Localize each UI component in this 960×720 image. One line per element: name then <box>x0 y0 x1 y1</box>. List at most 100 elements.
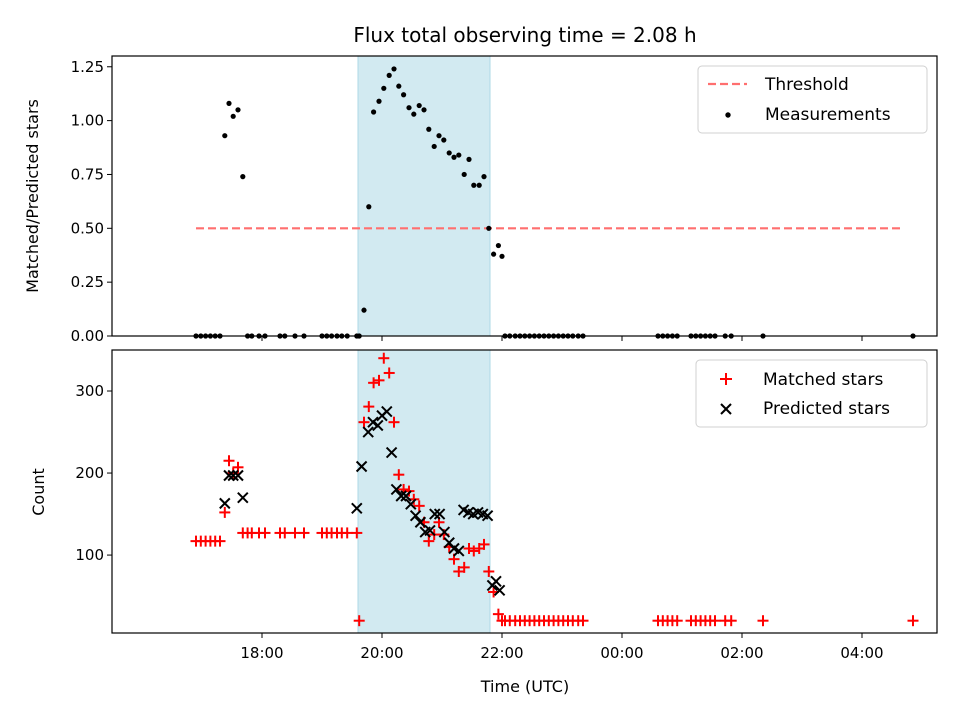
predicted-point <box>381 405 393 418</box>
counts-legend: Matched stars Predicted stars <box>695 359 928 428</box>
legend-matched-swatch <box>720 373 732 385</box>
legend-threshold-label: Threshold <box>764 75 849 95</box>
measurement-point <box>436 133 442 139</box>
measurement-point <box>230 113 236 119</box>
predicted-point <box>219 497 231 510</box>
measurement-point <box>421 107 427 113</box>
measurement-point <box>371 109 377 115</box>
measurement-point <box>416 102 422 109</box>
predicted-point <box>372 419 384 432</box>
predicted-point <box>362 426 374 438</box>
ratio-legend: Threshold Measurements <box>697 65 928 134</box>
measurement-point <box>376 98 382 104</box>
measurement-point <box>481 174 487 180</box>
counts-shaded-rect <box>357 349 491 634</box>
measurement-point <box>491 251 497 257</box>
matched-point <box>483 565 495 577</box>
legend-measurements-label: Measurements <box>765 105 891 125</box>
counts-axes-frame <box>111 349 938 634</box>
x-axis-label: Time (UTC) <box>480 677 569 696</box>
measurement-point <box>235 107 241 113</box>
matched-point <box>671 615 683 627</box>
matched-point <box>223 455 235 467</box>
measurement-point <box>461 171 467 178</box>
measurement-point <box>411 111 417 117</box>
counts-predicted-points <box>219 405 506 597</box>
predicted-point <box>355 460 368 473</box>
measurement-point <box>426 126 432 132</box>
measurement-point <box>240 174 246 180</box>
matched-point <box>458 561 470 573</box>
measurement-point <box>431 143 437 150</box>
counts-x-ticks: 18:00 20:00 22:00 00:00 02:00 04:00 <box>240 633 884 662</box>
matched-point <box>478 538 490 550</box>
matched-point <box>279 527 291 539</box>
predicted-point <box>490 575 502 588</box>
matched-point <box>368 377 380 389</box>
measurement-point <box>456 152 462 158</box>
counts-shaded-region <box>357 349 491 634</box>
measurement-point <box>495 242 501 249</box>
matched-point <box>351 527 363 539</box>
ratio-y-ticks: 0.00 0.25 0.50 0.75 1.00 1.25 <box>71 58 112 345</box>
chart-title: Flux total observing time = 2.08 h <box>353 23 696 47</box>
measurement-point <box>451 154 457 160</box>
ratio-y-tick-label: 0.75 <box>71 165 104 183</box>
ratio-y-tick-label: 1.25 <box>71 58 104 76</box>
predicted-point <box>223 469 235 482</box>
matched-point <box>423 535 435 547</box>
matched-point <box>383 367 395 379</box>
ratio-y-axis-label: Matched/Predicted stars <box>23 99 42 293</box>
ratio-panel: 0.00 0.25 0.50 0.75 1.00 1.25 Matched/Predict… <box>23 55 938 345</box>
counts-y-tick-label: 300 <box>75 382 104 400</box>
matched-point <box>363 401 375 413</box>
x-tick-label: 04:00 <box>840 644 883 662</box>
matched-point <box>757 615 769 627</box>
measurement-point <box>361 307 367 313</box>
predicted-point <box>433 508 446 520</box>
ratio-x-ticks <box>261 336 863 341</box>
predicted-point <box>390 483 403 496</box>
ratio-y-tick-label: 0.00 <box>71 327 104 345</box>
predicted-point <box>429 508 441 520</box>
measurement-point <box>401 92 407 98</box>
matched-point <box>577 615 589 627</box>
legend-measurements-swatch <box>725 112 731 118</box>
measurement-point <box>366 204 372 210</box>
matched-point <box>353 615 365 627</box>
counts-legend-box <box>695 359 928 428</box>
matched-point <box>413 500 425 512</box>
measurement-point <box>486 225 492 231</box>
predicted-point <box>237 491 249 504</box>
measurement-point <box>441 137 447 143</box>
matched-point <box>298 527 310 539</box>
matched-point <box>358 416 370 428</box>
x-tick-label: 00:00 <box>600 644 643 662</box>
matched-point <box>373 374 385 386</box>
predicted-point <box>367 416 379 428</box>
measurement-point <box>226 100 232 106</box>
matched-point <box>393 469 405 481</box>
matched-point <box>725 615 737 627</box>
counts-y-tick-label: 100 <box>75 546 104 564</box>
predicted-point <box>493 584 506 597</box>
predicted-point <box>424 524 436 537</box>
counts-y-axis-label: Count <box>29 468 48 516</box>
x-tick-label: 20:00 <box>360 644 403 662</box>
measurement-point <box>476 182 482 188</box>
x-tick-label: 02:00 <box>720 644 763 662</box>
measurement-point <box>466 156 472 162</box>
x-tick-label: 22:00 <box>480 644 523 662</box>
ratio-y-tick-label: 1.00 <box>71 112 104 130</box>
legend-predicted-swatch <box>720 403 732 415</box>
measurement-point <box>222 133 228 139</box>
measurement-point <box>446 150 452 156</box>
measurement-point <box>381 85 387 91</box>
legend-predicted-label: Predicted stars <box>763 399 890 419</box>
x-tick-label: 18:00 <box>240 644 283 662</box>
ratio-axes-frame <box>111 55 938 337</box>
ratio-shaded-rect <box>357 55 491 337</box>
predicted-point <box>395 490 407 502</box>
measurement-point <box>386 72 392 78</box>
